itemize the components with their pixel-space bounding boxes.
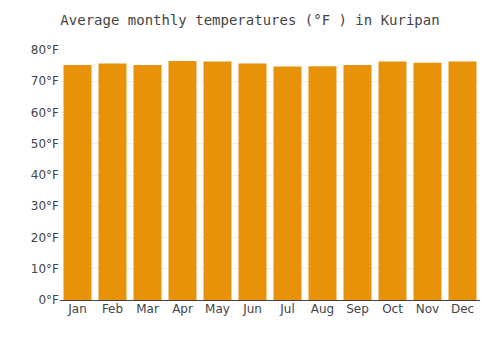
svg-text:10°F: 10°F: [31, 262, 59, 276]
svg-text:Apr: Apr: [172, 302, 193, 316]
svg-text:Jun: Jun: [242, 302, 262, 316]
svg-text:Nov: Nov: [416, 302, 439, 316]
svg-text:20°F: 20°F: [31, 231, 59, 245]
svg-text:Average monthly temperatures (: Average monthly temperatures (°F ) in Ku…: [60, 12, 439, 28]
svg-text:80°F: 80°F: [31, 43, 59, 57]
svg-text:Oct: Oct: [382, 302, 403, 316]
svg-text:Aug: Aug: [311, 302, 334, 316]
svg-text:50°F: 50°F: [31, 137, 59, 151]
svg-text:May: May: [205, 302, 230, 316]
svg-text:70°F: 70°F: [31, 74, 59, 88]
svg-text:0°F: 0°F: [38, 293, 59, 307]
svg-text:Sep: Sep: [346, 302, 369, 316]
svg-text:40°F: 40°F: [31, 168, 59, 182]
svg-text:Mar: Mar: [136, 302, 159, 316]
svg-text:Jan: Jan: [67, 302, 87, 316]
svg-text:30°F: 30°F: [31, 199, 59, 213]
svg-text:Jul: Jul: [279, 302, 294, 316]
svg-text:Feb: Feb: [102, 302, 123, 316]
svg-text:Dec: Dec: [451, 302, 474, 316]
svg-text:60°F: 60°F: [31, 106, 59, 120]
